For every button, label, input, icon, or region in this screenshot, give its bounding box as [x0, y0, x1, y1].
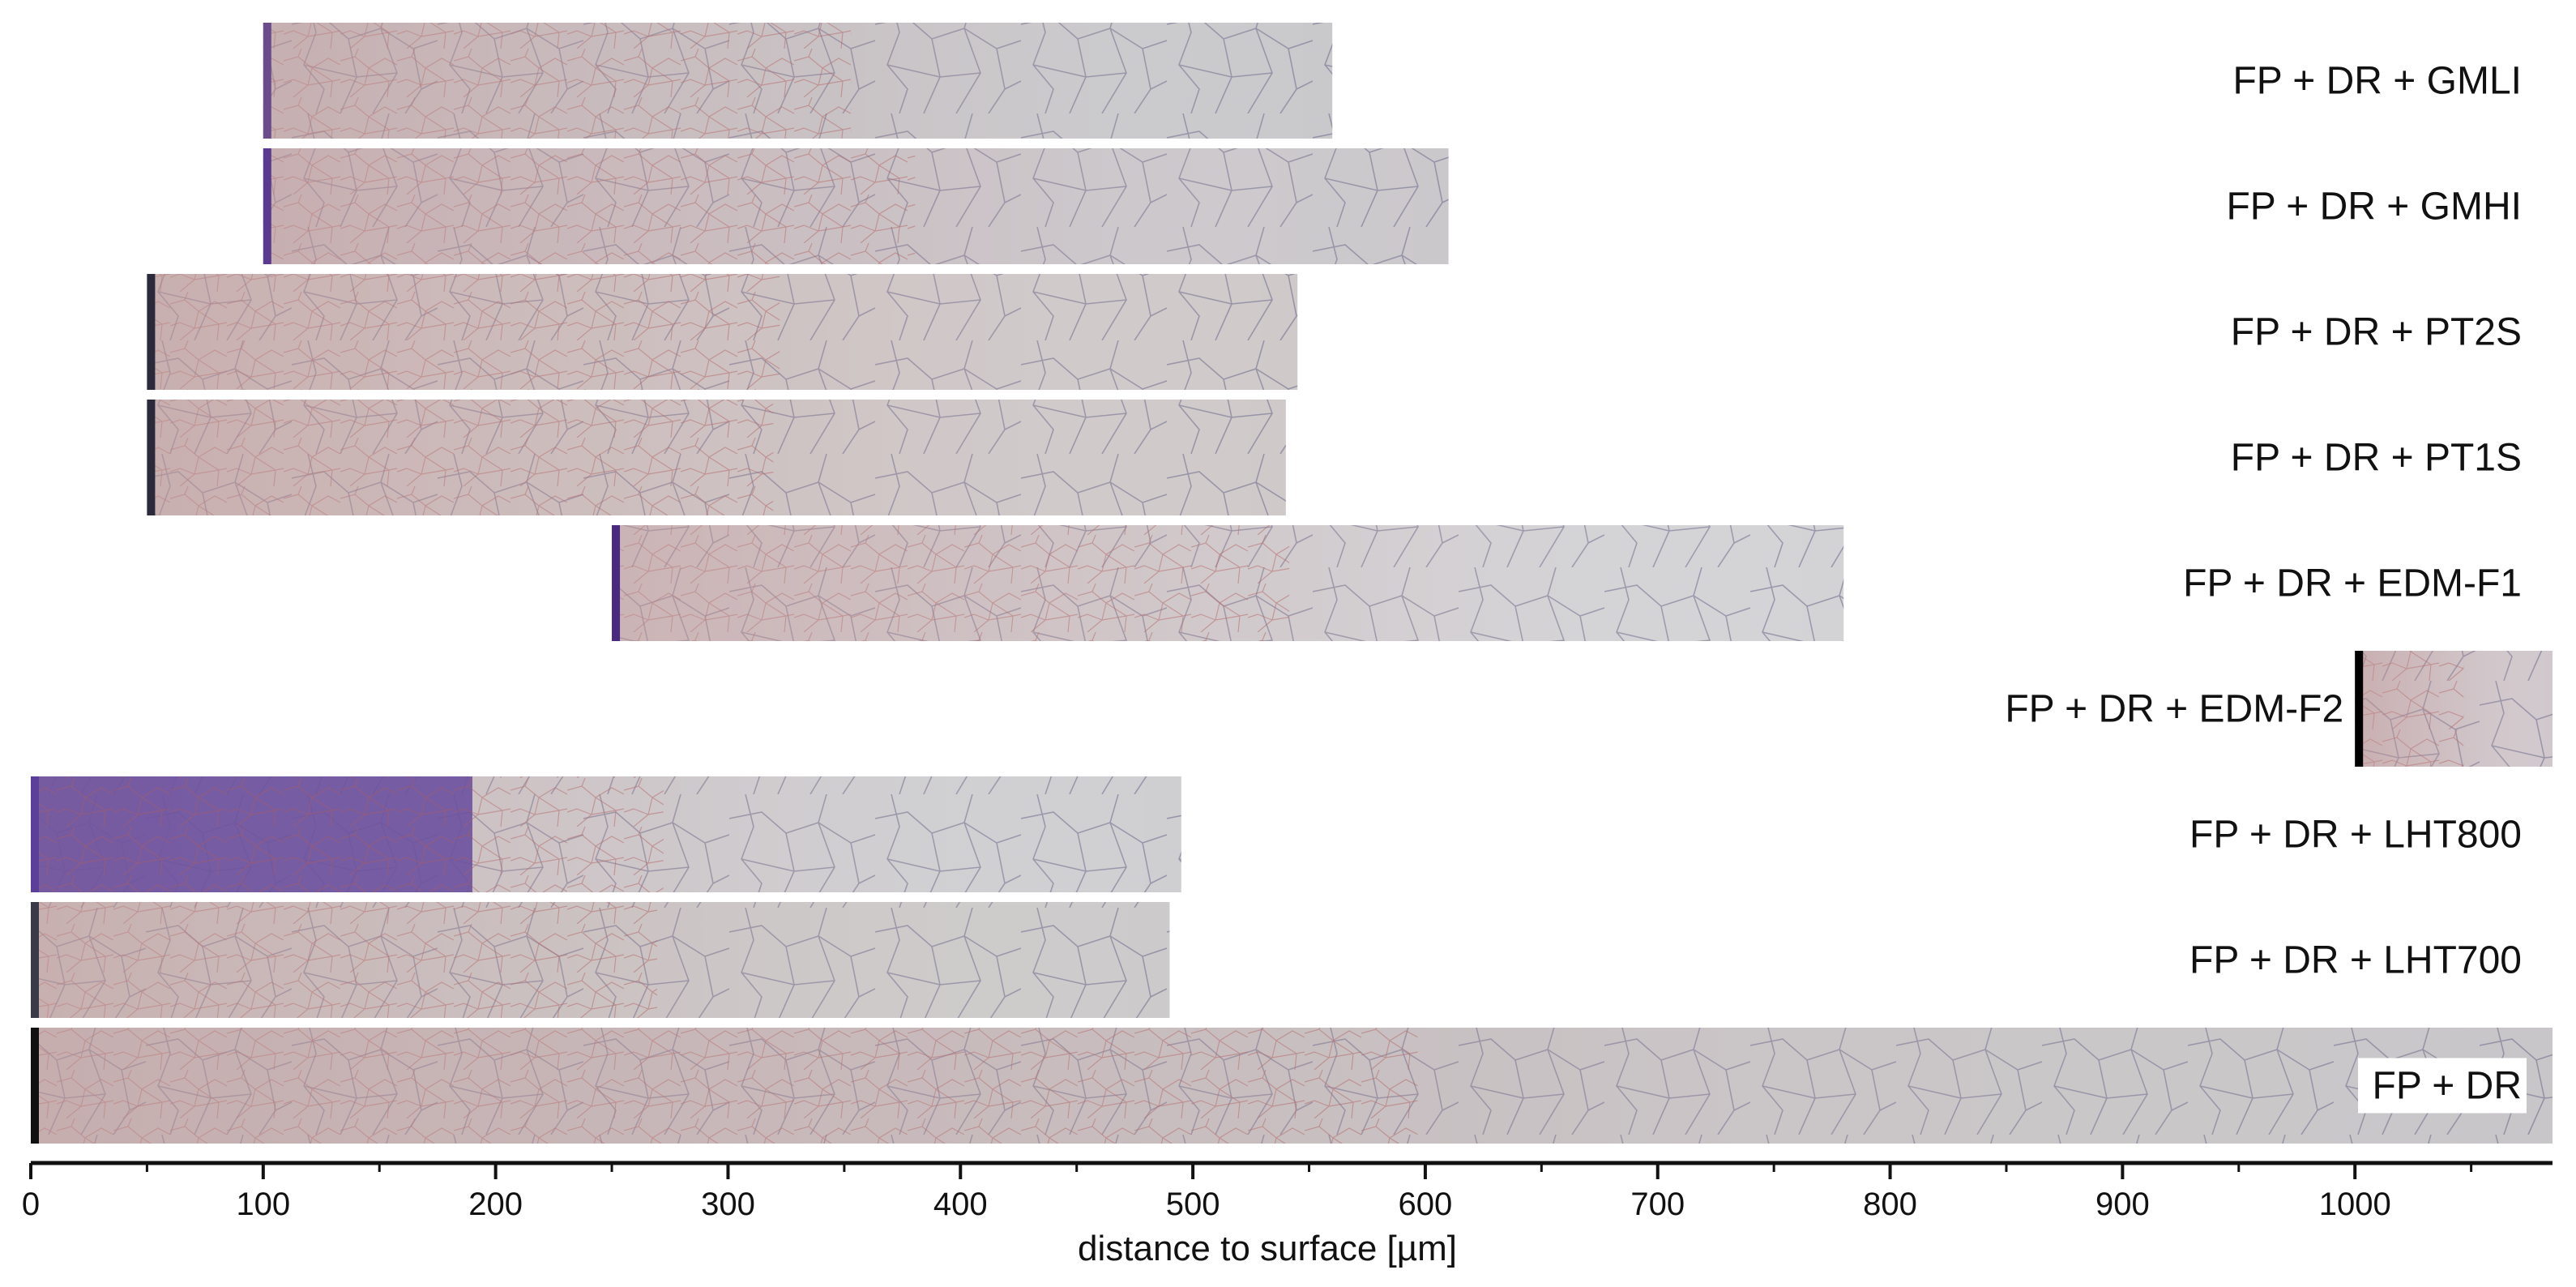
micrograph-strip: FP + DR [31, 1028, 2553, 1144]
x-tick-label: 0 [22, 1187, 40, 1222]
strip-surface-edge [31, 1028, 39, 1144]
strip-label: FP + DR + GMLI [2232, 60, 2522, 103]
strip-surface-edge [31, 902, 39, 1018]
strip-label-background [2358, 1058, 2527, 1114]
micrograph-strip: FP + DR + LHT800 [31, 776, 2522, 892]
strip-surface-edge [2355, 651, 2364, 767]
micrograph-strip: FP + DR + GMHI [263, 148, 2522, 264]
x-tick-label: 200 [468, 1187, 523, 1222]
strip-label: FP + DR [2373, 1065, 2523, 1108]
micrograph-strip: FP + DR + EDM-F2 [2005, 651, 2553, 767]
x-tick-label: 900 [2095, 1187, 2150, 1222]
strip-surface-gradient [263, 148, 1449, 264]
strip-dark-zone-texture [31, 776, 472, 892]
x-tick-label: 100 [236, 1187, 290, 1222]
strip-surface-edge [31, 776, 39, 892]
strip-label: FP + DR + LHT700 [2189, 939, 2522, 982]
x-tick-label: 1000 [2319, 1187, 2391, 1222]
x-tick-label: 500 [1166, 1187, 1220, 1222]
strip-surface-gradient [612, 525, 1844, 641]
micrograph-strip: FP + DR + LHT700 [31, 902, 2522, 1018]
x-tick-label: 800 [1863, 1187, 1917, 1222]
strip-label: FP + DR + GMHI [2226, 186, 2522, 229]
micrograph-strip: FP + DR + GMLI [263, 23, 2522, 139]
micrograph-strip: FP + DR + PT1S [147, 400, 2522, 515]
strip-surface-edge [612, 525, 621, 641]
strip-label: FP + DR + EDM-F1 [2183, 562, 2522, 605]
micrograph-strips: FP + DR + GMLI FP + DR + GMHI FP + DR + PT… [31, 23, 2553, 1144]
strip-label: FP + DR + EDM-F2 [2005, 688, 2343, 731]
strip-surface-gradient [263, 23, 1333, 139]
strip-surface-gradient [31, 902, 1170, 1018]
strip-surface-edge [147, 274, 156, 390]
x-tick-label: 400 [933, 1187, 988, 1222]
strip-surface-edge [147, 400, 156, 515]
strip-surface-gradient [147, 274, 1298, 390]
strip-surface-edge [263, 23, 271, 139]
strip-surface-gradient [147, 400, 1286, 515]
x-tick-label: 300 [701, 1187, 755, 1222]
strip-surface-edge [263, 148, 271, 264]
strip-label: FP + DR + PT1S [2231, 437, 2522, 480]
x-tick-label: 600 [1399, 1187, 1453, 1222]
micrograph-strip: FP + DR + EDM-F1 [612, 525, 2522, 641]
strip-surface-gradient [2355, 651, 2553, 767]
x-axis: 0 100 200 300 400 500 600 700 800 900 1000 distance… [22, 1161, 2553, 1268]
strip-label: FP + DR + LHT800 [2189, 814, 2522, 857]
x-axis-title: distance to surface [µm] [1078, 1229, 1457, 1268]
strip-label: FP + DR + PT2S [2231, 311, 2522, 354]
strip-surface-gradient [31, 1028, 2553, 1144]
micrograph-strip: FP + DR + PT2S [147, 274, 2522, 390]
x-tick-label: 700 [1630, 1187, 1685, 1222]
